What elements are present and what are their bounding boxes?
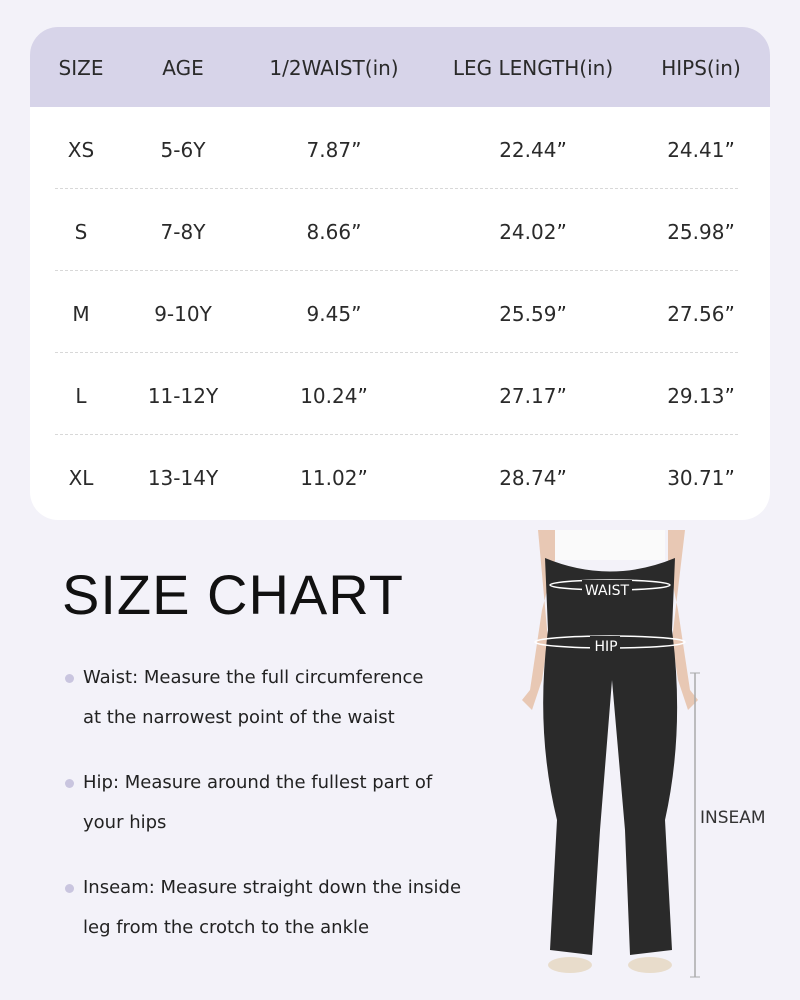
table-cell: M (72, 302, 90, 326)
bullet-icon (65, 884, 74, 893)
column-header: 1/2WAIST(in) (269, 56, 399, 80)
instruction-waist-line2: at the narrowest point of the waist (83, 707, 395, 728)
table-cell: S (74, 220, 88, 244)
table-header (30, 27, 770, 107)
table-cell: 22.44” (499, 138, 567, 162)
row-divider (55, 188, 738, 189)
pants-figure: WAIST HIP INSEAM (522, 530, 766, 978)
table-cell: 29.13” (667, 384, 735, 408)
page-title: SIZE CHART (62, 563, 404, 626)
right-arm (668, 530, 698, 710)
table-cell: 13-14Y (147, 466, 219, 490)
waist-label: WAIST (585, 583, 630, 599)
table-cell: 9-10Y (154, 302, 212, 326)
instruction-hip-line2: your hips (83, 812, 167, 833)
table-cell: XS (67, 138, 95, 162)
column-header: SIZE (58, 56, 104, 80)
table-cell: 24.02” (499, 220, 567, 244)
pants (543, 558, 678, 955)
table-cell: 30.71” (667, 466, 735, 490)
hip-label: HIP (594, 639, 617, 655)
right-shoe (628, 957, 672, 973)
row-divider (55, 352, 738, 353)
table-cell: 11-12Y (147, 384, 219, 408)
table-cell: 8.66” (306, 220, 362, 244)
left-shoe (548, 957, 592, 973)
column-header: HIPS(in) (661, 56, 741, 80)
instruction-inseam-line2: leg from the crotch to the ankle (83, 917, 370, 938)
table-cell: L (75, 384, 87, 408)
table-cell: 24.41” (667, 138, 735, 162)
table-cell: 28.74” (499, 466, 567, 490)
column-header: AGE (162, 56, 204, 80)
table-cell: 7-8Y (160, 220, 206, 244)
bullet-icon (65, 674, 74, 683)
table-cell: 25.59” (499, 302, 567, 326)
row-divider (55, 270, 738, 271)
instruction-waist-line1: Waist: Measure the full circumference (83, 667, 424, 688)
table-cell: 7.87” (306, 138, 362, 162)
table-cell: XL (68, 466, 94, 490)
bullet-icon (65, 779, 74, 788)
top-shirt (555, 530, 665, 560)
table-cell: 11.02” (300, 466, 368, 490)
size-table: SIZE AGE 1/2WAIST(in) LEG LENGTH(in) HIPS(in… (30, 27, 770, 520)
inseam-label: INSEAM (700, 808, 766, 828)
table-cell: 27.56” (667, 302, 735, 326)
table-cell: 27.17” (499, 384, 567, 408)
column-header: LEG LENGTH(in) (452, 56, 614, 80)
table-cell: 25.98” (667, 220, 735, 244)
instruction-inseam-line1: Inseam: Measure straight down the inside (83, 877, 462, 898)
instruction-hip-line1: Hip: Measure around the fullest part of (83, 772, 433, 793)
table-cell: 10.24” (300, 384, 368, 408)
table-cell: 9.45” (306, 302, 362, 326)
row-divider (55, 434, 738, 435)
table-cell: 5-6Y (160, 138, 206, 162)
